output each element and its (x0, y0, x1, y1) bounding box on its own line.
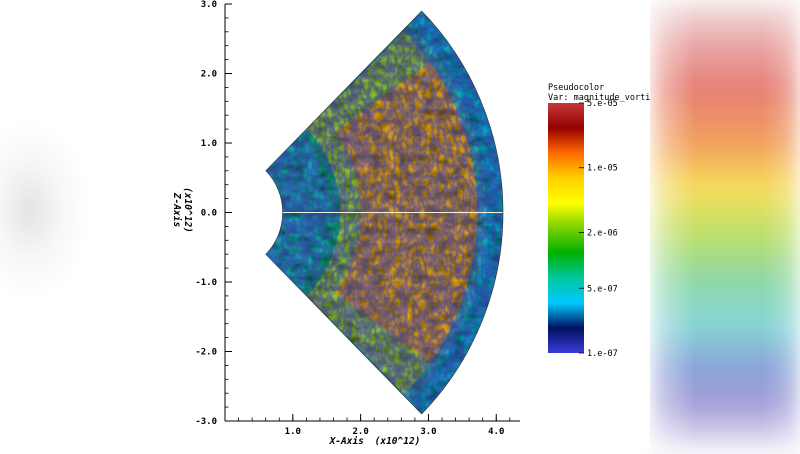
color-legend: Pseudocolor Var: magnitude_vorticity 5.e… (548, 83, 671, 359)
legend-tick-label: 1.e-05 (587, 164, 618, 174)
y-tick-label: 2.0 (201, 70, 217, 80)
y-tick-label: 3.0 (201, 0, 217, 10)
blurred-background-left (0, 0, 145, 450)
legend-title: Pseudocolor (548, 83, 604, 93)
domain-outline (265, 10, 504, 415)
y-tick-label: -3.0 (195, 417, 217, 427)
legend-ticks: 5.e-05 1.e-05 2.e-06 5.e-07 1.e-07 (579, 99, 618, 359)
legend-tick-label: 1.e-07 (587, 349, 618, 359)
plot-frame: 3.0 2.0 1.0 0.0 -1.0 -2.0 -3.0 1.0 2.0 3.0 4.0 X-… (145, 0, 671, 450)
axes: 3.0 2.0 1.0 0.0 -1.0 -2.0 -3.0 1.0 2.0 3.0 4.0 (195, 0, 520, 437)
x-tick-label: 1.0 (285, 427, 301, 437)
x-axis-title-scale: (x10^12) (375, 436, 421, 447)
y-tick-label: -2.0 (195, 348, 217, 358)
x-tick-label: 2.0 (352, 427, 368, 437)
legend-tick-label: 2.e-06 (587, 228, 618, 238)
legend-tick-label: 5.e-05 (587, 99, 618, 109)
y-ticks: 3.0 2.0 1.0 0.0 -1.0 -2.0 -3.0 (195, 0, 232, 427)
y-tick-label: 1.0 (201, 139, 217, 149)
y-axis-title-text: Z-Axis (171, 192, 182, 228)
legend-tick-label: 5.e-07 (587, 284, 618, 294)
x-ticks: 1.0 2.0 3.0 4.0 (238, 414, 511, 437)
y-tick-label: -1.0 (195, 278, 217, 288)
y-axis-title: Z-Axis (x10^12) (171, 187, 193, 233)
y-axis-title-scale: (x10^12) (182, 187, 193, 233)
x-axis-title-text: X-Axis (329, 436, 365, 447)
vorticity-chart: 3.0 2.0 1.0 0.0 -1.0 -2.0 -3.0 1.0 2.0 3.0 4.0 X-… (171, 0, 671, 447)
x-tick-label: 3.0 (420, 427, 436, 437)
y-tick-label: 0.0 (201, 209, 217, 219)
x-axis-title: X-Axis (x10^12) (329, 436, 421, 447)
blurred-background-right-fade (650, 0, 800, 450)
legend-variable: Var: magnitude_vorticity (548, 93, 650, 103)
legend-color-bar (548, 103, 584, 353)
x-tick-label: 4.0 (488, 427, 504, 437)
